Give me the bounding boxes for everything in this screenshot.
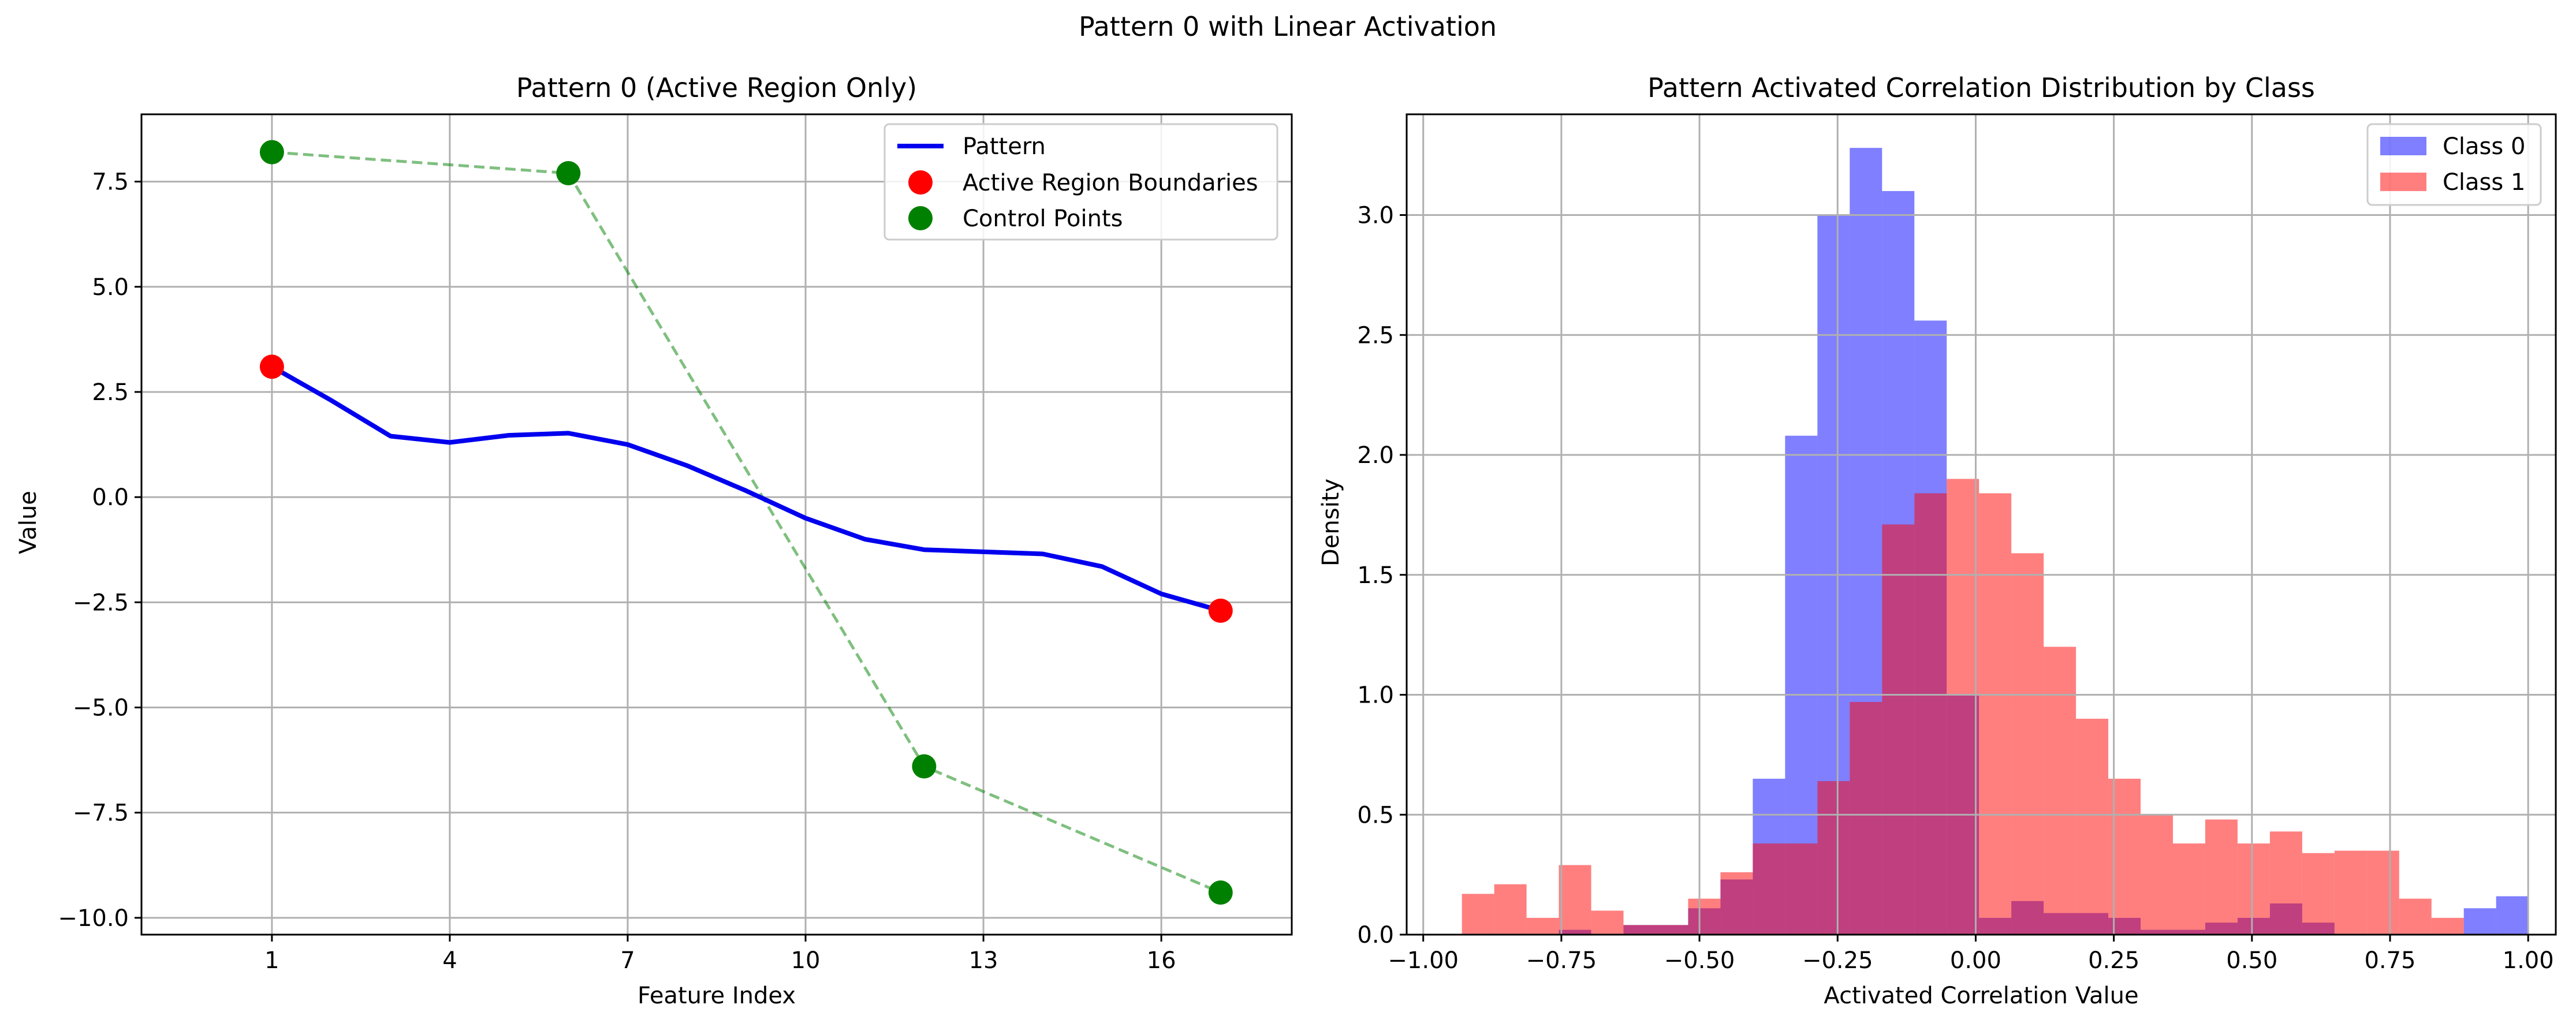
class-1-bar: [2237, 843, 2270, 935]
active-region-boundary-marker: [1208, 598, 1233, 623]
left-x-tick-label: 10: [791, 947, 821, 974]
class-1-bar: [1462, 894, 1494, 935]
class-1-bar: [2011, 553, 2044, 935]
class-1-bar: [1850, 701, 1882, 935]
right-x-tick-label: 0.25: [2088, 947, 2139, 974]
left-legend-label: Active Region Boundaries: [963, 170, 1258, 196]
control-point-marker: [1208, 880, 1233, 905]
legend-control-swatch: [908, 206, 933, 230]
right-x-axis-label: Activated Correlation Value: [1824, 983, 2138, 1009]
class-1-bar: [2366, 850, 2399, 935]
class-1-bar: [1656, 925, 1688, 935]
left-x-axis-label: Feature Index: [638, 983, 796, 1009]
right-x-tick-label: 0.50: [2226, 947, 2277, 974]
left-y-tick-label: −10.0: [58, 905, 129, 932]
legend-boundary-swatch: [908, 170, 933, 195]
left-y-tick-label: −5.0: [73, 694, 129, 721]
class-1-bar: [1494, 884, 1527, 935]
left-line-chart: Pattern 0 (Active Region Only) Feature I…: [15, 72, 1293, 1009]
class-1-bar: [2431, 917, 2464, 935]
right-y-tick-label: 0.0: [1357, 922, 1394, 948]
class-1-bar: [1785, 843, 1818, 935]
right-x-tick-label: 1.00: [2503, 947, 2554, 974]
class-1-bar: [1882, 524, 1915, 935]
left-y-tick-label: 2.5: [92, 379, 129, 406]
class-1-bar: [2205, 819, 2238, 935]
legend-class-0-swatch: [2380, 137, 2426, 155]
right-histogram-chart: Pattern Activated Correlation Distributi…: [1318, 72, 2557, 1009]
class-1-bar: [2269, 831, 2302, 935]
figure-suptitle: Pattern 0 with Linear Activation: [1079, 11, 1497, 42]
control-point-marker: [912, 754, 937, 779]
right-y-tick-label: 1.0: [1357, 682, 1394, 709]
class-1-bar: [1753, 843, 1785, 935]
right-plot-frame: [1406, 113, 2557, 936]
right-y-tick-label: 1.5: [1357, 562, 1394, 589]
right-x-tick-label: −0.75: [1526, 947, 1597, 974]
left-chart-title: Pattern 0 (Active Region Only): [516, 72, 917, 103]
class-1-bar: [1947, 479, 1979, 935]
pattern-line: [270, 364, 1221, 613]
class-0-bar: [2496, 896, 2529, 935]
right-legend-label: Class 0: [2443, 133, 2525, 160]
left-y-tick-label: 0.0: [92, 484, 129, 511]
right-chart-title: Pattern Activated Correlation Distributi…: [1647, 72, 2315, 103]
right-x-tick-label: 0.00: [1950, 947, 2001, 974]
left-y-tick-label: 5.0: [92, 274, 129, 301]
class-1-bar: [1559, 865, 1591, 935]
left-x-tick-label: 1: [264, 947, 279, 974]
right-legend-label: Class 1: [2443, 169, 2525, 196]
right-x-tick-label: 0.75: [2364, 947, 2415, 974]
class-1-bar: [2172, 843, 2205, 935]
control-point-marker: [259, 140, 284, 165]
left-y-axis-label: Value: [15, 491, 42, 554]
right-y-tick-label: 3.0: [1357, 203, 1394, 229]
right-y-tick-label: 2.5: [1357, 322, 1394, 349]
control-point-marker: [556, 161, 581, 186]
active-region-boundary-marker: [259, 354, 284, 379]
class-1-bar: [1623, 925, 1656, 935]
right-y-tick-label: 0.5: [1357, 802, 1394, 828]
right-y-tick-label: 2.0: [1357, 442, 1394, 469]
right-x-tick-label: −0.50: [1664, 947, 1735, 974]
left-legend-label: Pattern: [963, 133, 1046, 160]
class-1-bar: [1914, 493, 1947, 935]
class-0-bar: [2463, 908, 2496, 935]
class-1-bar: [2399, 898, 2432, 935]
left-legend-box: [883, 123, 1278, 241]
left-x-tick-label: 4: [442, 947, 457, 974]
class-1-bar: [2076, 719, 2109, 935]
left-y-tick-label: 7.5: [92, 169, 129, 196]
right-x-tick-label: −0.25: [1802, 947, 1873, 974]
left-y-tick-label: −2.5: [73, 589, 129, 616]
right-x-tick-label: −1.00: [1388, 947, 1459, 974]
class-1-bar: [1720, 872, 1753, 935]
control-points-dashed-line: [271, 151, 1221, 894]
left-legend-label: Control Points: [963, 206, 1123, 232]
class-1-bar: [2302, 853, 2335, 935]
class-1-bar: [2141, 815, 2173, 935]
left-x-tick-label: 13: [969, 947, 998, 974]
left-x-tick-label: 7: [620, 947, 635, 974]
right-y-axis-label: Density: [1318, 479, 1344, 566]
class-1-bar: [1817, 781, 1850, 935]
class-1-bar: [2334, 850, 2367, 935]
class-1-bar: [1688, 898, 1721, 935]
class-1-bar: [1979, 493, 2012, 935]
left-x-tick-label: 16: [1147, 947, 1176, 974]
class-1-bar: [1526, 917, 1559, 935]
left-plot-frame: [140, 113, 1293, 936]
class-1-bar: [2044, 647, 2077, 935]
legend-class-1-swatch: [2380, 173, 2426, 191]
left-y-tick-label: −7.5: [73, 800, 129, 827]
class-1-bar: [1591, 910, 1624, 935]
